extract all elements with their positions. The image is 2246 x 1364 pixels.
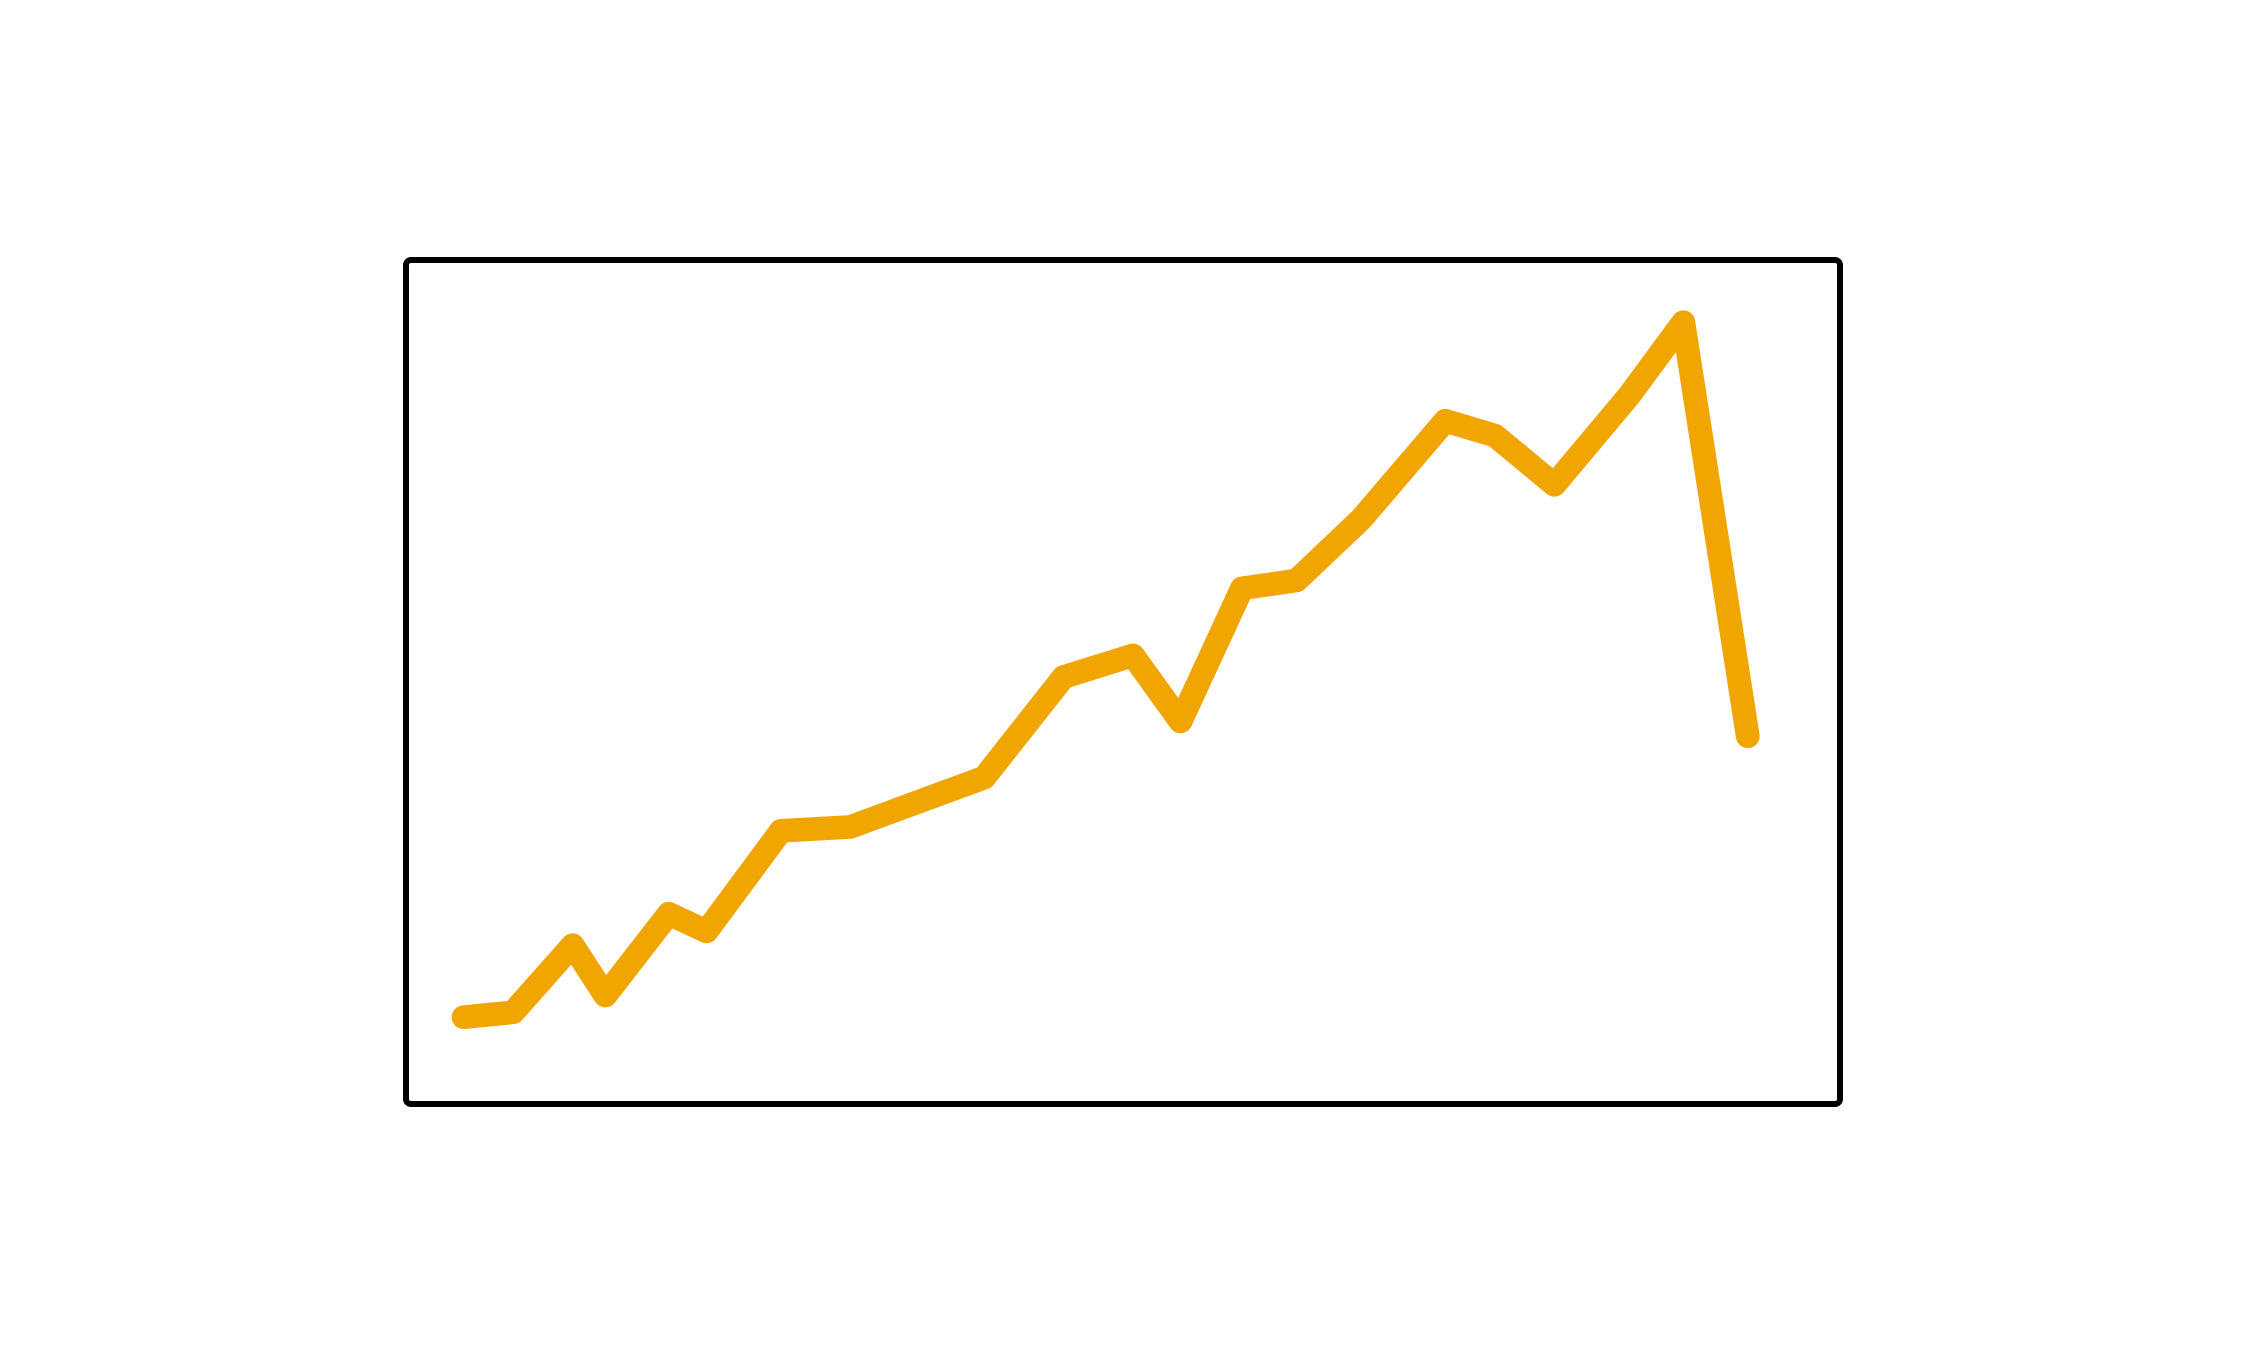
line-chart-container: [403, 257, 1843, 1107]
line-chart-svg: [409, 263, 1837, 1101]
chart-line: [464, 322, 1748, 1017]
